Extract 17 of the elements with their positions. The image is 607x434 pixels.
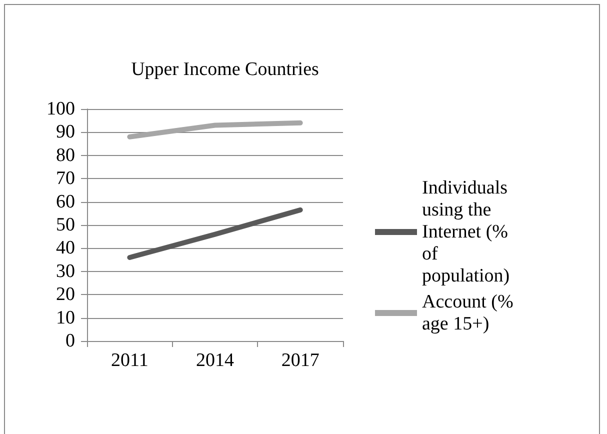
y-tick-label: 0 (66, 330, 75, 352)
x-tick-label: 2014 (196, 350, 234, 371)
y-tick-label: 30 (56, 260, 75, 282)
y-tick-label: 10 (56, 307, 75, 328)
x-tick-label: 2011 (111, 350, 148, 371)
y-tick-label: 60 (56, 191, 75, 212)
x-tick-label: 2017 (281, 350, 320, 371)
legend-label: Individuals using the Internet (% of population) (422, 178, 513, 286)
y-tick-label: 50 (56, 214, 75, 236)
y-tick-label: 70 (56, 168, 75, 190)
legend-label: Account (% age 15+) (422, 292, 518, 334)
y-tick-label: 90 (56, 122, 75, 143)
y-tick-label: 80 (56, 144, 75, 166)
chart-title: Upper Income Countries (131, 59, 319, 80)
y-tick-label: 20 (56, 284, 75, 306)
y-tick-label: 100 (46, 98, 75, 120)
y-tick-label: 40 (56, 238, 75, 259)
